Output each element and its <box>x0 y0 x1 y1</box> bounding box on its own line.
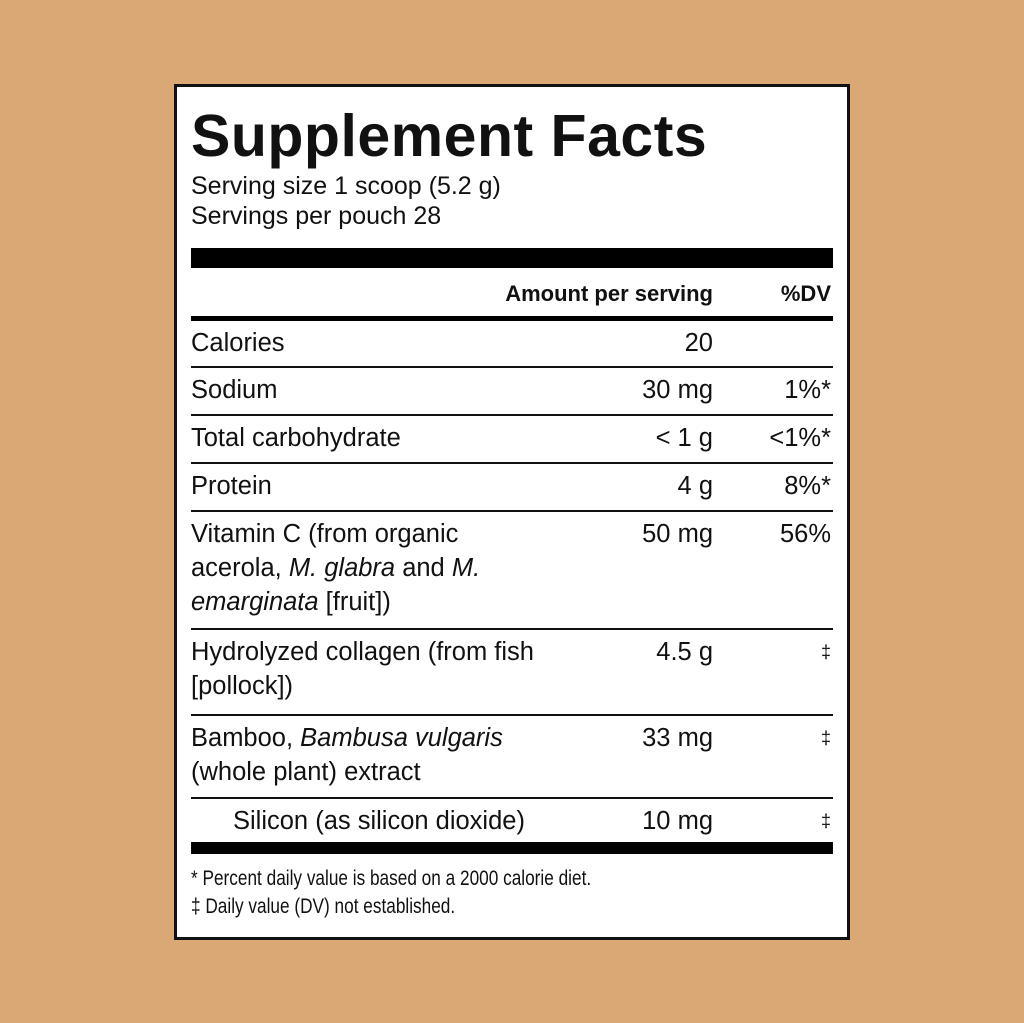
nutrient-dv: ‡ <box>820 642 831 662</box>
nutrient-amount: 33 mg <box>642 724 713 752</box>
nutrient-dv: 56% <box>779 520 831 548</box>
nutrient-row-carbohydrate: Total carbohydrate < 1 g <1%* <box>191 416 833 464</box>
nutrient-row-calories: Calories 20 <box>191 321 833 368</box>
nutrient-amount: 4.5 g <box>656 638 713 666</box>
name-part: [fruit]) <box>318 588 391 616</box>
serving-size: Serving size 1 scoop (5.2 g) <box>191 172 501 200</box>
footnote-not-established: ‡ Daily value (DV) not established. <box>191 895 456 918</box>
name-part: Vitamin C (from organic acerola, <box>191 520 459 582</box>
header-divider <box>191 316 833 321</box>
servings-per-container: Servings per pouch 28 <box>191 202 442 230</box>
nutrient-dv: 1%* <box>784 376 831 404</box>
nutrient-dv: 8%* <box>784 472 831 500</box>
nutrient-amount: 20 <box>684 329 713 357</box>
nutrient-row-collagen: Hydrolyzed collagen (from fish [pollock]… <box>191 630 833 716</box>
nutrient-name: Hydrolyzed collagen (from fish [pollock]… <box>191 638 534 700</box>
bottom-divider <box>191 842 833 854</box>
nutrient-name: Calories <box>191 329 285 357</box>
supplement-facts-panel: Supplement Facts Serving size 1 scoop (5… <box>174 84 850 940</box>
nutrient-dv: <1%* <box>769 424 831 452</box>
footnote-dv: * Percent daily value is based on a 2000… <box>191 867 592 890</box>
column-header: Amount per serving %DV <box>191 269 833 317</box>
nutrient-name: Sodium <box>191 376 278 404</box>
dv-header: %DV <box>780 281 831 306</box>
nutrient-amount: 50 mg <box>642 520 713 548</box>
thick-divider <box>191 248 833 268</box>
nutrient-name: Silicon (as silicon dioxide) <box>233 807 525 835</box>
name-part-italic: M. glabra <box>288 554 396 582</box>
nutrient-amount: 4 g <box>677 472 713 500</box>
nutrient-dv: ‡ <box>820 811 831 831</box>
nutrient-amount: 10 mg <box>642 807 713 835</box>
amount-header: Amount per serving <box>505 281 713 306</box>
nutrient-name: Total carbohydrate <box>191 424 401 452</box>
nutrient-amount: 30 mg <box>642 376 713 404</box>
nutrient-name: Bamboo, Bambusa vulgaris (whole plant) e… <box>191 721 571 789</box>
name-part-italic: Bambusa vulgaris <box>300 724 503 752</box>
name-part: Bamboo, <box>191 724 301 752</box>
name-part: (whole plant) extract <box>191 758 421 786</box>
name-part: and <box>395 554 452 582</box>
nutrient-row-bamboo: Bamboo, Bambusa vulgaris (whole plant) e… <box>191 716 833 799</box>
panel-title: Supplement Facts <box>191 103 708 169</box>
nutrient-row-sodium: Sodium 30 mg 1%* <box>191 368 833 416</box>
nutrient-dv: ‡ <box>820 728 831 748</box>
nutrient-row-silicon: Silicon (as silicon dioxide) 10 mg ‡ <box>191 799 833 843</box>
nutrient-name: Vitamin C (from organic acerola, M. glab… <box>191 517 521 619</box>
name-part-italic: M. emarginata <box>191 554 481 616</box>
nutrient-amount: < 1 g <box>655 424 713 452</box>
nutrient-row-vitamin-c: Vitamin C (from organic acerola, M. glab… <box>191 512 833 630</box>
nutrient-name: Protein <box>191 472 272 500</box>
nutrient-row-protein: Protein 4 g 8%* <box>191 464 833 512</box>
